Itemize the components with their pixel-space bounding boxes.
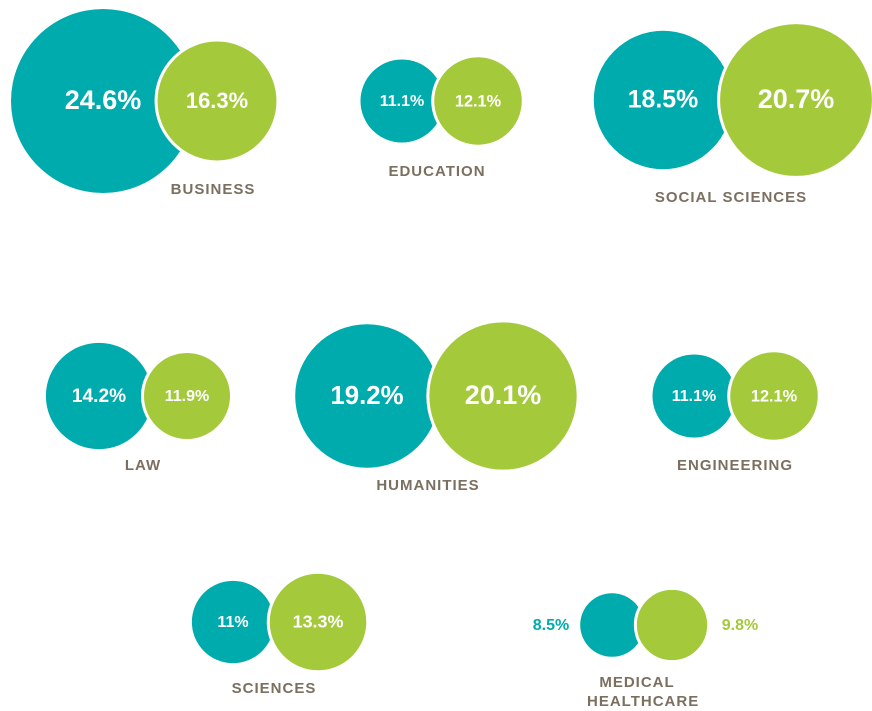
value-label: 11.1% (672, 388, 716, 405)
bubble (360, 59, 444, 143)
category-label: SCIENCES (231, 680, 317, 697)
value-label: 24.6% (65, 85, 142, 115)
bubble (727, 349, 821, 443)
bubble (652, 354, 736, 438)
value-label: 20.7% (758, 84, 835, 114)
category-label: EDUCATION (388, 163, 486, 180)
value-label: 16.3% (186, 88, 248, 113)
bubble (593, 30, 733, 170)
value-label: 8.5% (533, 617, 569, 634)
category-label: MEDICAL HEALTHCARE (587, 674, 700, 710)
value-label: 11.9% (165, 387, 210, 405)
bubble (717, 21, 872, 179)
category-label: LAW (124, 457, 162, 474)
bubble (140, 349, 234, 443)
bubble (580, 593, 644, 657)
bubble (154, 38, 280, 164)
bubble (431, 54, 525, 148)
category-label: SOCIAL SCIENCES (654, 189, 808, 206)
category-label: BUSINESS (170, 181, 256, 198)
value-label: 14.2% (72, 386, 126, 407)
value-label: 12.1% (455, 92, 502, 110)
value-label: 9.8% (722, 617, 758, 634)
value-label: 12.1% (751, 387, 798, 405)
value-label: 19.2% (330, 382, 403, 410)
bubble (191, 580, 275, 664)
bubble (295, 324, 439, 468)
bubble (10, 8, 196, 194)
value-label: 20.1% (465, 380, 542, 410)
category-label: HUMANITIES (376, 477, 480, 494)
bubble (426, 319, 580, 473)
bubble (45, 342, 153, 450)
bubble (633, 586, 711, 664)
category-label: ENGINEERING (676, 457, 793, 474)
value-label: 13.3% (293, 612, 344, 632)
value-label: 11.1% (380, 93, 424, 110)
value-label: 18.5% (628, 86, 699, 114)
value-label: 11% (217, 614, 248, 631)
bubble (266, 570, 370, 674)
